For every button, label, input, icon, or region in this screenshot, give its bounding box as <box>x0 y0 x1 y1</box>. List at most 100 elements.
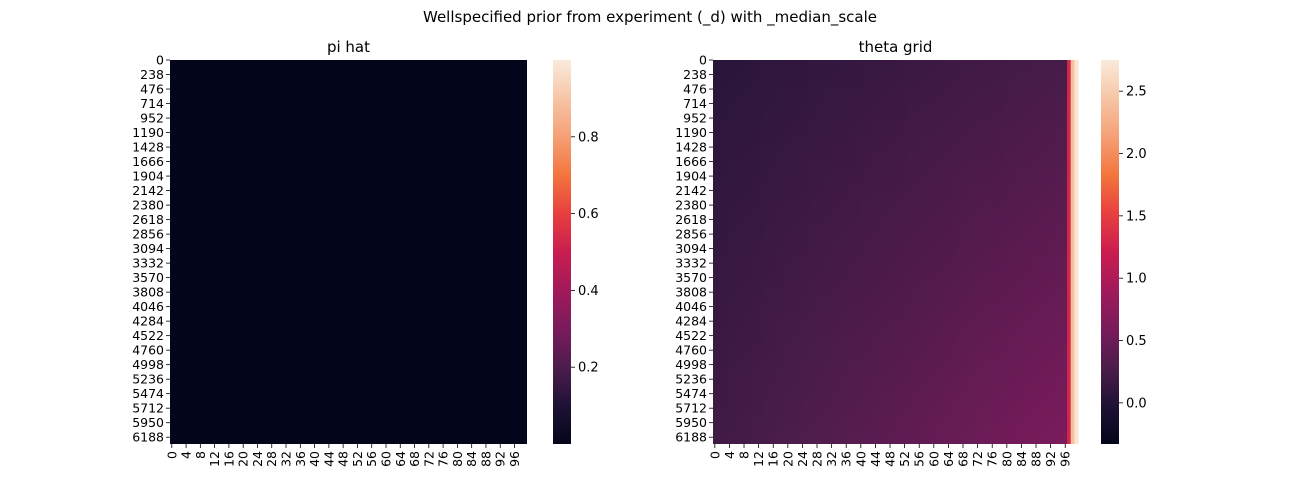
x-tick-label: 76 <box>436 451 451 467</box>
heatmap-column <box>986 60 991 444</box>
y-tick-label: 1428 <box>675 140 707 155</box>
y-tick-label: 4522 <box>132 328 164 343</box>
heatmap-column <box>734 60 740 444</box>
colorbar-tick-label: 1.5 <box>1126 209 1147 224</box>
x-tick-label: 16 <box>221 451 236 467</box>
y-tick-label: 4522 <box>675 328 707 343</box>
heatmap-column <box>891 60 897 444</box>
x-tick-label: 92 <box>493 451 508 467</box>
x-tick-label: 52 <box>350 451 365 467</box>
y-tick-label: 4998 <box>132 357 164 372</box>
heatmap-column <box>975 60 981 444</box>
y-tick-label: 714 <box>683 96 707 111</box>
heatmap-column <box>994 60 999 444</box>
colorbar: 0.0 0.5 1.0 1.5 2.0 2.5 <box>1101 60 1147 444</box>
heatmap-column <box>760 60 765 444</box>
heatmap-column <box>899 60 904 444</box>
colorbar-tick-label: 1.0 <box>1126 272 1147 287</box>
heatmap-column <box>775 60 780 444</box>
y-tick-label: 3094 <box>132 241 164 256</box>
heatmap-cells <box>170 60 527 444</box>
heatmap-column <box>1019 60 1024 444</box>
y-tick-label: 0 <box>156 53 164 68</box>
heatmap-column <box>877 60 882 444</box>
heatmap-column <box>1052 60 1057 444</box>
y-tick-label: 2856 <box>132 227 164 242</box>
x-tick-label: 80 <box>450 451 465 467</box>
x-tick-label: 48 <box>883 451 898 467</box>
y-tick-label: 476 <box>140 82 164 97</box>
y-tick-label: 4046 <box>675 299 707 314</box>
heatmap-column <box>1008 60 1013 444</box>
heatmap-column <box>771 60 776 444</box>
heatmap-column <box>723 60 729 444</box>
heatmap-column <box>1026 60 1032 444</box>
y-tick-label: 6188 <box>132 430 164 445</box>
heatmap-column <box>767 60 772 444</box>
heatmap-column <box>961 60 966 444</box>
heatmap-column <box>859 60 864 444</box>
y-tick-label: 3808 <box>675 285 707 300</box>
heatmap-column <box>749 60 754 444</box>
colorbar-gradient <box>1101 60 1119 444</box>
colorbar-tick-label: 0.2 <box>578 361 599 376</box>
heatmap-column <box>884 60 889 444</box>
heatmap-column <box>1056 60 1061 444</box>
heatmap-column <box>997 60 1002 444</box>
x-tick-label: 28 <box>810 451 825 467</box>
heatmap-column <box>964 60 970 444</box>
heatmap-column <box>906 60 911 444</box>
colorbar-tick-label: 2.0 <box>1126 147 1147 162</box>
y-tick-label: 6188 <box>675 430 707 445</box>
heatmap-column <box>917 60 922 444</box>
x-tick-label: 48 <box>336 451 351 467</box>
heatmap-column <box>880 60 886 444</box>
heatmap-column <box>793 60 798 444</box>
heatmap-column <box>862 60 867 444</box>
figure-title: Wellspecified prior from experiment (_d)… <box>423 8 877 27</box>
heatmap-column <box>1048 60 1054 444</box>
heatmap-column <box>800 60 805 444</box>
x-axis: 0 4 8 12 16 20 24 28 32 36 40 44 48 52 56 60 64 68 72 76 80 8… <box>707 444 1073 467</box>
y-tick-label: 5950 <box>132 415 164 430</box>
heatmap-column <box>972 60 977 444</box>
x-tick-label: 36 <box>839 451 854 467</box>
y-tick-label: 3094 <box>675 241 707 256</box>
x-tick-label: 0 <box>164 451 179 459</box>
y-tick-label: 3332 <box>675 256 707 271</box>
x-tick-label: 72 <box>421 451 436 467</box>
heatmap-column <box>822 60 827 444</box>
heatmap-column <box>786 60 791 444</box>
x-axis: 0 4 8 12 16 20 24 28 32 36 40 44 48 52 56 60 64 68 72 76 80 8… <box>164 444 522 467</box>
y-tick-label: 3570 <box>132 270 164 285</box>
y-tick-label: 1428 <box>132 140 164 155</box>
heatmap-column <box>848 60 853 444</box>
x-tick-label: 44 <box>868 451 883 467</box>
heatmap-body <box>170 60 527 444</box>
y-tick-label: 4760 <box>675 343 707 358</box>
x-tick-label: 52 <box>897 451 912 467</box>
x-tick-label: 4 <box>722 451 737 459</box>
y-tick-label: 1666 <box>675 154 707 169</box>
heatmap-column <box>716 60 721 444</box>
heatmap-column <box>1030 60 1035 444</box>
heatmap-column <box>804 60 809 444</box>
x-tick-label: 12 <box>207 451 222 467</box>
heatmap-column <box>1041 60 1046 444</box>
x-tick-label: 24 <box>795 451 810 467</box>
y-tick-label: 952 <box>683 111 707 126</box>
heatmap-column <box>731 60 736 444</box>
heatmap-column <box>713 60 718 444</box>
heatmap-column <box>782 60 787 444</box>
y-tick-label: 952 <box>140 111 164 126</box>
y-tick-label: 1666 <box>132 154 164 169</box>
heatmap-column <box>953 60 959 444</box>
heatmap-column <box>1012 60 1017 444</box>
x-tick-label: 8 <box>737 451 752 459</box>
heatmap-column <box>833 60 838 444</box>
y-tick-label: 4760 <box>132 343 164 358</box>
y-tick-label: 2618 <box>132 212 164 227</box>
heatmap-column <box>1063 60 1068 444</box>
x-tick-label: 40 <box>853 451 868 467</box>
